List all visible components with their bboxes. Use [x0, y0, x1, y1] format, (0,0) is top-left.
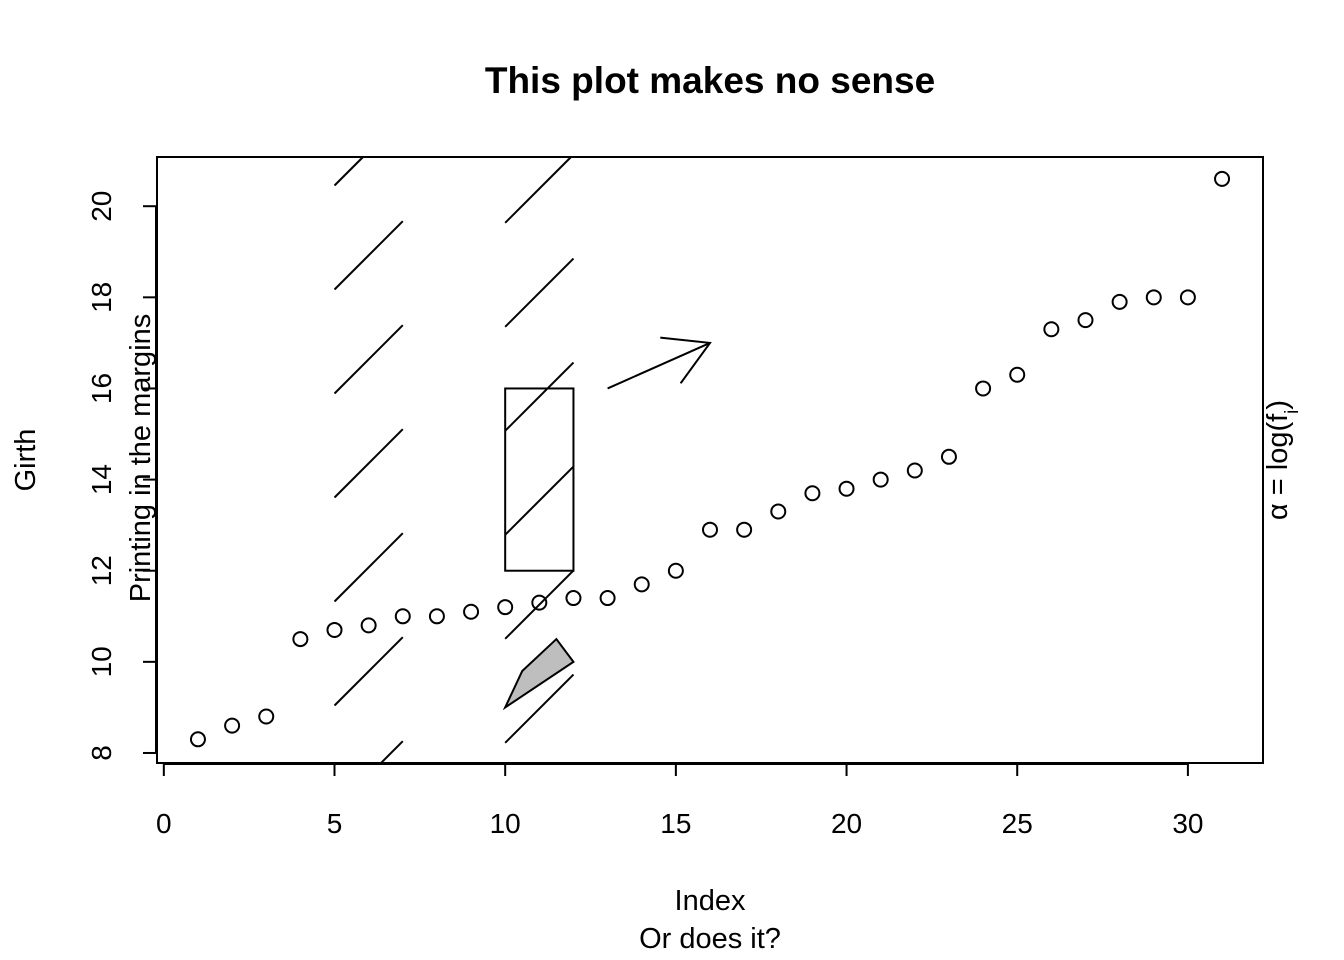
- data-point: [1009, 366, 1026, 383]
- data-point: [497, 599, 514, 616]
- x-tick-label: 5: [327, 808, 343, 839]
- data-point: [633, 576, 650, 593]
- data-point: [975, 380, 992, 397]
- hatch-line: [333, 532, 404, 603]
- points-layer: [189, 170, 1231, 748]
- data-point: [702, 521, 718, 538]
- data-point: [428, 608, 445, 625]
- y-tick-label: 14: [86, 464, 117, 495]
- x-tick-label: 25: [1002, 808, 1033, 839]
- data-point: [1043, 321, 1060, 338]
- right-margin-text-end: ): [1262, 400, 1294, 410]
- left-margin-text: Printing in the margins: [125, 314, 157, 603]
- y-tick-label: 10: [86, 646, 117, 677]
- data-point: [599, 590, 616, 607]
- data-point: [667, 562, 684, 579]
- data-point: [394, 608, 411, 625]
- data-point: [1214, 170, 1231, 187]
- hatched-rectangle: [504, 387, 575, 572]
- rect-shade-line: [504, 257, 575, 328]
- x-tick-label: 20: [831, 808, 862, 839]
- rect-shade-line: [504, 673, 575, 744]
- y-axis-label: Girth: [10, 429, 42, 492]
- hatch-line: [333, 156, 364, 187]
- gray-polygon: [502, 637, 575, 711]
- data-point: [940, 448, 957, 465]
- y-tick-label: 12: [86, 555, 117, 586]
- rect-shade-line: [546, 361, 575, 390]
- right-margin-text: α = log(fi): [1262, 400, 1303, 520]
- data-point: [224, 717, 241, 734]
- data-point: [531, 594, 548, 611]
- data-point: [565, 590, 582, 607]
- right-margin-text-main: α = log(f: [1262, 413, 1294, 520]
- hatch-line: [333, 220, 404, 291]
- arrow-head: [660, 336, 712, 384]
- data-point: [360, 617, 377, 634]
- x-tick-label: 30: [1172, 808, 1203, 839]
- data-point: [770, 503, 787, 520]
- chart-title: This plot makes no sense: [485, 60, 935, 101]
- data-point: [872, 471, 889, 488]
- arrow-shaft: [607, 341, 711, 390]
- hatch-layer: [333, 156, 404, 764]
- y-tick-label: 18: [86, 282, 117, 313]
- data-point: [292, 631, 309, 648]
- data-point: [258, 708, 275, 725]
- rect-hatch-line: [504, 387, 549, 432]
- x-axis-label: Index: [675, 885, 746, 917]
- data-point: [1179, 289, 1196, 306]
- data-point: [189, 731, 206, 748]
- data-point: [326, 621, 343, 638]
- y-axis: 8 10 12 14 16 18 20: [86, 191, 157, 761]
- hatch-line: [380, 740, 404, 764]
- hatch-line: [333, 324, 404, 395]
- data-point: [838, 480, 855, 497]
- hatch-line: [333, 428, 404, 499]
- right-margin-text-subscript: i: [1282, 410, 1303, 414]
- data-point: [1145, 289, 1162, 306]
- data-point: [906, 462, 923, 479]
- x-tick-label: 10: [490, 808, 521, 839]
- x-tick-label: 0: [156, 808, 172, 839]
- rect-shade-line: [504, 570, 574, 640]
- data-point: [804, 485, 821, 502]
- y-tick-label: 8: [86, 745, 117, 761]
- x-axis-sublabel: Or does it?: [639, 923, 781, 955]
- data-point: [1111, 293, 1128, 310]
- x-tick-label: 15: [660, 808, 691, 839]
- y-tick-label: 16: [86, 373, 117, 404]
- x-axis: 0 5 10 15 20 25 30: [156, 763, 1203, 839]
- annotation-layer: [502, 156, 712, 744]
- y-tick-label: 20: [86, 191, 117, 222]
- rect-shade-line: [504, 156, 572, 224]
- data-point: [736, 521, 753, 538]
- rect-hatch-line: [504, 465, 575, 536]
- hatch-line: [333, 636, 404, 707]
- data-point: [463, 603, 480, 620]
- data-point: [1077, 312, 1094, 329]
